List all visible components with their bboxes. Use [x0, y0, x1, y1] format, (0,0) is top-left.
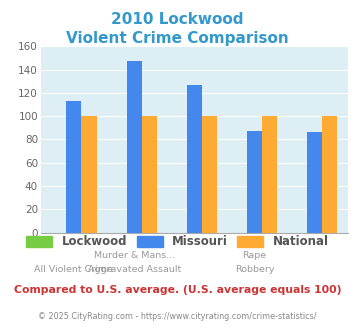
Bar	[127, 61, 142, 233]
Bar	[202, 116, 217, 233]
Bar	[307, 132, 322, 233]
Bar	[262, 116, 277, 233]
Text: Aggravated Assault: Aggravated Assault	[88, 265, 181, 274]
Bar	[187, 85, 202, 233]
Legend: Lockwood, Missouri, National: Lockwood, Missouri, National	[22, 231, 333, 253]
Bar	[81, 116, 97, 233]
Text: Murder & Mans...: Murder & Mans...	[93, 251, 175, 260]
Text: Rape: Rape	[242, 251, 267, 260]
Text: Violent Crime Comparison: Violent Crime Comparison	[66, 31, 289, 46]
Text: All Violent Crime: All Violent Crime	[34, 265, 114, 274]
Text: 2010 Lockwood: 2010 Lockwood	[111, 12, 244, 26]
Text: Compared to U.S. average. (U.S. average equals 100): Compared to U.S. average. (U.S. average …	[14, 285, 341, 295]
Bar	[247, 131, 262, 233]
Text: Robbery: Robbery	[235, 265, 274, 274]
Text: © 2025 CityRating.com - https://www.cityrating.com/crime-statistics/: © 2025 CityRating.com - https://www.city…	[38, 312, 317, 321]
Bar	[142, 116, 157, 233]
Bar	[322, 116, 337, 233]
Bar	[66, 101, 81, 233]
